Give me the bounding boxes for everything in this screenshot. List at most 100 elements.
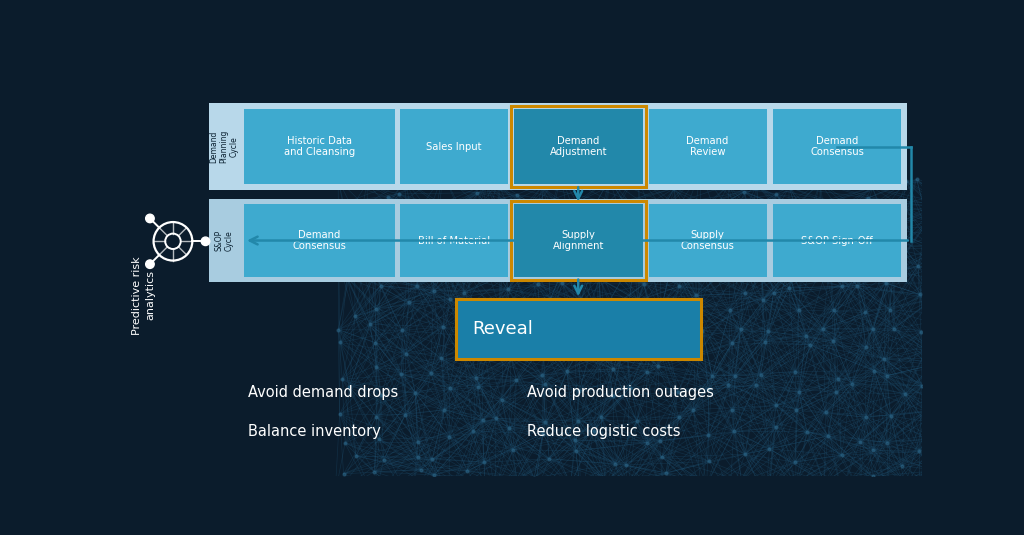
Point [698, 481, 715, 490]
Point [755, 296, 771, 304]
Point [798, 331, 814, 340]
Point [332, 410, 348, 418]
Point [780, 265, 797, 274]
Point [337, 439, 353, 447]
Point [864, 183, 881, 192]
Text: Predictive risk
analytics: Predictive risk analytics [132, 256, 155, 334]
Point [332, 338, 348, 347]
Point [667, 184, 683, 193]
Point [865, 446, 882, 454]
Point [564, 240, 581, 249]
Point [671, 413, 687, 422]
Point [477, 499, 494, 508]
Point [496, 326, 512, 334]
Point [670, 388, 686, 396]
Point [618, 502, 635, 511]
Point [757, 338, 773, 346]
Point [940, 404, 956, 412]
Point [459, 467, 475, 475]
Point [657, 469, 674, 477]
Point [686, 216, 702, 224]
Point [525, 496, 542, 505]
Point [520, 251, 537, 260]
Text: Demand
Review: Demand Review [686, 136, 729, 157]
Point [688, 291, 705, 300]
Point [428, 238, 444, 247]
Point [336, 470, 352, 478]
Point [604, 392, 621, 400]
Point [700, 385, 717, 393]
Point [725, 427, 741, 435]
Point [693, 490, 710, 498]
Point [844, 379, 860, 388]
FancyBboxPatch shape [772, 109, 901, 185]
Point [865, 325, 882, 334]
Point [554, 279, 570, 288]
Point [944, 201, 961, 210]
Point [788, 492, 805, 501]
Point [347, 312, 364, 320]
Point [457, 288, 473, 297]
Point [391, 189, 408, 198]
Text: Historic Data
and Cleansing: Historic Data and Cleansing [284, 136, 355, 157]
Point [621, 480, 637, 488]
Point [885, 267, 901, 276]
Point [782, 205, 799, 214]
Point [605, 364, 622, 373]
Point [437, 268, 454, 276]
Circle shape [145, 214, 155, 223]
Point [572, 297, 589, 305]
Point [694, 326, 711, 335]
FancyBboxPatch shape [209, 199, 907, 282]
Circle shape [202, 237, 210, 246]
Point [536, 342, 552, 350]
Point [758, 494, 774, 502]
Point [941, 385, 957, 394]
Text: Demand
Planning
Cycle: Demand Planning Cycle [209, 130, 239, 163]
FancyBboxPatch shape [648, 204, 767, 277]
Point [591, 274, 607, 283]
Point [876, 355, 892, 363]
Point [637, 232, 653, 241]
Point [649, 321, 666, 330]
Point [703, 372, 720, 380]
Point [928, 203, 944, 211]
Point [724, 339, 740, 347]
Point [369, 363, 385, 372]
Point [410, 453, 426, 461]
Point [959, 312, 976, 320]
Point [606, 199, 623, 208]
Point [786, 458, 803, 467]
Point [339, 273, 355, 282]
FancyBboxPatch shape [400, 109, 508, 185]
Point [370, 215, 386, 223]
Point [911, 290, 928, 299]
Text: Supply
Consensus: Supply Consensus [681, 230, 734, 251]
Point [331, 259, 347, 268]
Point [781, 182, 798, 191]
Point [334, 375, 350, 384]
FancyBboxPatch shape [772, 204, 901, 277]
Point [426, 471, 442, 479]
Point [458, 221, 474, 230]
Point [639, 368, 655, 376]
Point [408, 388, 424, 397]
Point [366, 468, 382, 476]
Point [780, 284, 797, 292]
Point [478, 180, 495, 189]
Point [502, 424, 518, 433]
Point [441, 432, 458, 441]
Point [911, 447, 928, 455]
FancyBboxPatch shape [456, 299, 700, 359]
Point [812, 179, 828, 187]
Point [410, 438, 426, 446]
Point [348, 452, 365, 460]
Point [860, 194, 877, 202]
Point [601, 175, 617, 184]
Point [650, 362, 667, 370]
Point [411, 236, 427, 244]
Point [500, 285, 516, 294]
Point [494, 395, 510, 404]
Point [864, 472, 881, 480]
Point [456, 350, 472, 358]
